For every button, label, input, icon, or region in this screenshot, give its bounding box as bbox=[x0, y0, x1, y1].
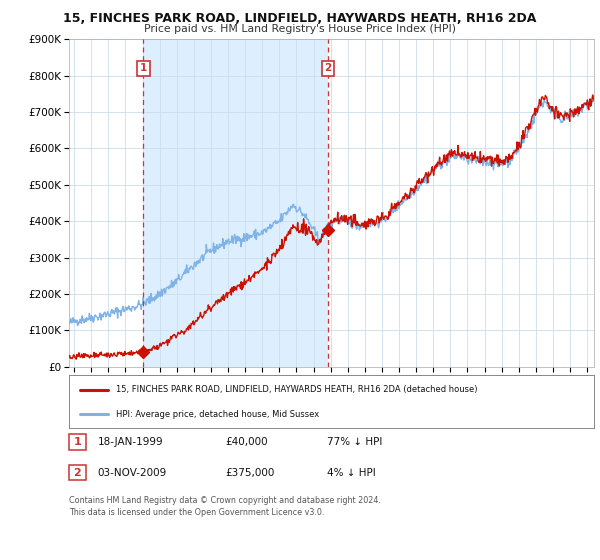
Text: £40,000: £40,000 bbox=[225, 437, 268, 447]
Text: This data is licensed under the Open Government Licence v3.0.: This data is licensed under the Open Gov… bbox=[69, 508, 325, 517]
Text: Contains HM Land Registry data © Crown copyright and database right 2024.: Contains HM Land Registry data © Crown c… bbox=[69, 496, 381, 505]
Text: HPI: Average price, detached house, Mid Sussex: HPI: Average price, detached house, Mid … bbox=[116, 409, 320, 418]
Text: 4% ↓ HPI: 4% ↓ HPI bbox=[327, 468, 376, 478]
Text: 15, FINCHES PARK ROAD, LINDFIELD, HAYWARDS HEATH, RH16 2DA (detached house): 15, FINCHES PARK ROAD, LINDFIELD, HAYWAR… bbox=[116, 385, 478, 394]
Bar bbox=[143, 39, 328, 367]
Text: 1: 1 bbox=[140, 63, 147, 73]
Text: 1: 1 bbox=[74, 437, 81, 447]
Text: 18-JAN-1999: 18-JAN-1999 bbox=[98, 437, 163, 447]
Text: 03-NOV-2009: 03-NOV-2009 bbox=[98, 468, 167, 478]
Text: 2: 2 bbox=[74, 468, 81, 478]
Text: Price paid vs. HM Land Registry's House Price Index (HPI): Price paid vs. HM Land Registry's House … bbox=[144, 24, 456, 34]
Text: 2: 2 bbox=[324, 63, 332, 73]
Text: £375,000: £375,000 bbox=[225, 468, 274, 478]
Text: 15, FINCHES PARK ROAD, LINDFIELD, HAYWARDS HEATH, RH16 2DA: 15, FINCHES PARK ROAD, LINDFIELD, HAYWAR… bbox=[64, 12, 536, 25]
Text: 77% ↓ HPI: 77% ↓ HPI bbox=[327, 437, 382, 447]
